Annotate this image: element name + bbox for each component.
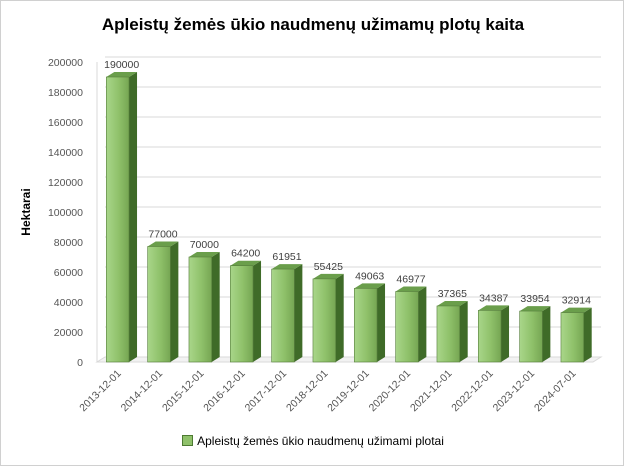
bar xyxy=(230,265,254,363)
bar-side xyxy=(294,264,303,362)
data-label: 49063 xyxy=(355,270,384,282)
y-tick-label: 120000 xyxy=(48,177,83,189)
bar-side xyxy=(501,305,510,362)
bar-side xyxy=(253,260,262,362)
y-tick-label: 0 xyxy=(77,357,83,369)
x-tick-label: 2020-12-01 xyxy=(367,368,414,415)
x-tick-label: 2023-12-01 xyxy=(491,368,538,415)
bar-side xyxy=(583,307,592,362)
bar-side xyxy=(377,283,386,362)
data-label: 37365 xyxy=(438,288,467,300)
legend-label: Apleistų žemės ūkio naudmenų užimami plo… xyxy=(197,433,444,448)
y-tick-label: 20000 xyxy=(54,327,83,339)
bar xyxy=(312,278,337,363)
bar-side xyxy=(418,286,427,362)
bar xyxy=(106,76,130,363)
x-tick-label: 2015-12-01 xyxy=(160,368,207,415)
bar-side xyxy=(211,252,220,362)
bar-side xyxy=(335,273,344,362)
bar-top xyxy=(436,300,468,306)
data-label: 61951 xyxy=(272,251,301,263)
x-tick-label: 2024-07-01 xyxy=(532,368,579,415)
bar-top xyxy=(271,264,303,270)
bar-top xyxy=(188,252,220,257)
y-tick-label: 180000 xyxy=(48,87,83,99)
y-tick-label: 40000 xyxy=(54,297,83,309)
bar-top xyxy=(106,72,138,77)
x-tick-label: 2018-12-01 xyxy=(284,368,331,415)
bar-top xyxy=(519,306,551,312)
data-label: 34387 xyxy=(479,292,508,304)
chart-floor xyxy=(95,356,603,363)
y-axis-title: Hektarai xyxy=(19,188,33,235)
x-tick-label: 2017-12-01 xyxy=(243,368,290,415)
y-tick-label: 200000 xyxy=(48,57,83,69)
data-label: 64200 xyxy=(231,248,260,260)
y-tick-label: 60000 xyxy=(54,267,83,279)
x-tick-label: 2013-12-01 xyxy=(77,368,124,415)
legend: Apleistų žemės ūkio naudmenų užimami plo… xyxy=(1,433,624,448)
data-label: 77000 xyxy=(148,229,177,241)
bar xyxy=(353,288,378,363)
bar xyxy=(147,246,171,363)
y-tick-label: 80000 xyxy=(54,237,83,249)
bar-side xyxy=(170,241,179,362)
bar xyxy=(519,310,543,363)
bar-top xyxy=(230,260,262,266)
bar xyxy=(395,291,419,363)
y-tick-label: 140000 xyxy=(48,147,83,159)
data-label: 55425 xyxy=(314,261,343,273)
x-tick-label: 2014-12-01 xyxy=(119,368,166,415)
x-tick-label: 2016-12-01 xyxy=(201,368,248,415)
bar xyxy=(436,305,461,363)
bar xyxy=(271,268,295,363)
bar xyxy=(477,310,502,363)
bar-top xyxy=(478,305,510,311)
y-tick-label: 160000 xyxy=(48,117,83,129)
chart-title: Apleistų žemės ūkio naudmenų užimamų plo… xyxy=(101,15,525,34)
bar xyxy=(560,312,585,363)
bar xyxy=(188,256,212,363)
bar-top xyxy=(147,241,179,247)
data-label: 46977 xyxy=(396,274,425,286)
bar-side xyxy=(129,72,138,362)
bar-side xyxy=(459,300,468,362)
x-tick-label: 2021-12-01 xyxy=(408,368,455,415)
x-tick-label: 2019-12-01 xyxy=(325,368,372,415)
legend-swatch xyxy=(182,435,194,447)
data-label: 70000 xyxy=(190,239,219,251)
bar-top xyxy=(354,283,386,289)
bar-side xyxy=(542,306,551,362)
y-tick-label: 100000 xyxy=(48,207,83,219)
data-label: 33954 xyxy=(520,293,549,305)
bar-top xyxy=(312,273,344,279)
bar-top xyxy=(560,307,592,313)
x-tick-label: 2022-12-01 xyxy=(449,368,496,415)
data-label: 190000 xyxy=(104,59,139,71)
bar-top xyxy=(395,286,427,292)
data-label: 32914 xyxy=(562,295,591,307)
